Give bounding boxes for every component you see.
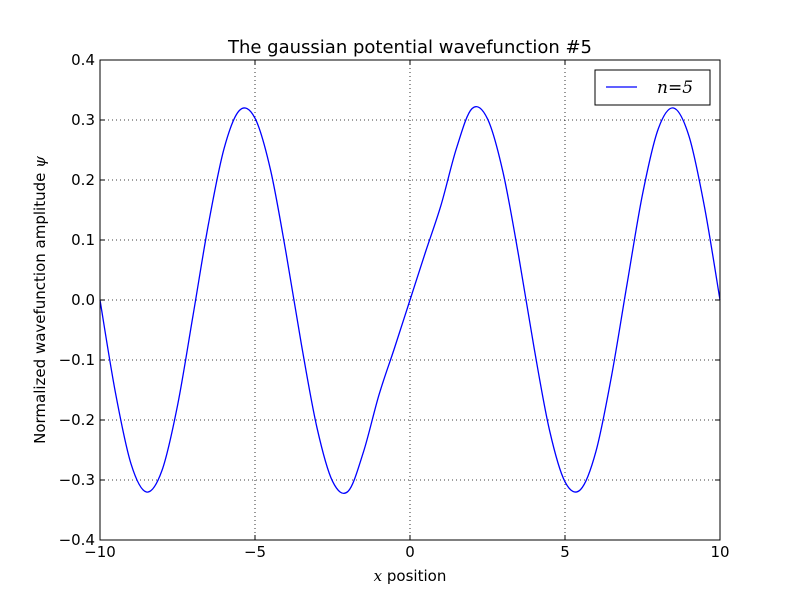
y-axis-label: Normalized wavefunction amplitude ψ	[31, 156, 49, 444]
series-line-n5	[99, 105, 721, 495]
y-tick-label: 0.1	[71, 231, 95, 249]
y-tick-label: −0.2	[59, 411, 95, 429]
chart-title: The gaussian potential wavefunction #5	[227, 37, 592, 58]
y-axis-label-text: Normalized wavefunction amplitude	[31, 168, 49, 444]
x-axis-label-math: x	[374, 567, 383, 585]
y-tick-label: 0.4	[71, 51, 95, 69]
ticks	[99, 59, 721, 541]
y-tick-label: 0.3	[71, 111, 95, 129]
x-tick-label: −10	[84, 543, 116, 561]
y-tick-label: 0.0	[71, 291, 95, 309]
y-tick-labels: −0.4 −0.3 −0.2 −0.1 0.0 0.1 0.2 0.3 0.4	[59, 51, 95, 549]
x-tick-label: 5	[560, 543, 570, 561]
x-axis-label: x position	[374, 567, 447, 585]
y-tick-label: −0.1	[59, 351, 95, 369]
x-axis-label-text: position	[382, 567, 446, 585]
legend: n=5	[594, 69, 711, 106]
series-layer	[99, 105, 721, 495]
y-axis-label-math: ψ	[31, 156, 49, 168]
y-tick-label: 0.2	[71, 171, 95, 189]
x-tick-label: 0	[405, 543, 415, 561]
y-tick-label: −0.4	[59, 531, 95, 549]
y-tick-label: −0.3	[59, 471, 95, 489]
x-tick-labels: −10 −5 0 5 10	[84, 543, 729, 561]
legend-label-n5: n=5	[657, 78, 693, 98]
x-tick-label: 10	[710, 543, 729, 561]
x-tick-label: −5	[244, 543, 266, 561]
